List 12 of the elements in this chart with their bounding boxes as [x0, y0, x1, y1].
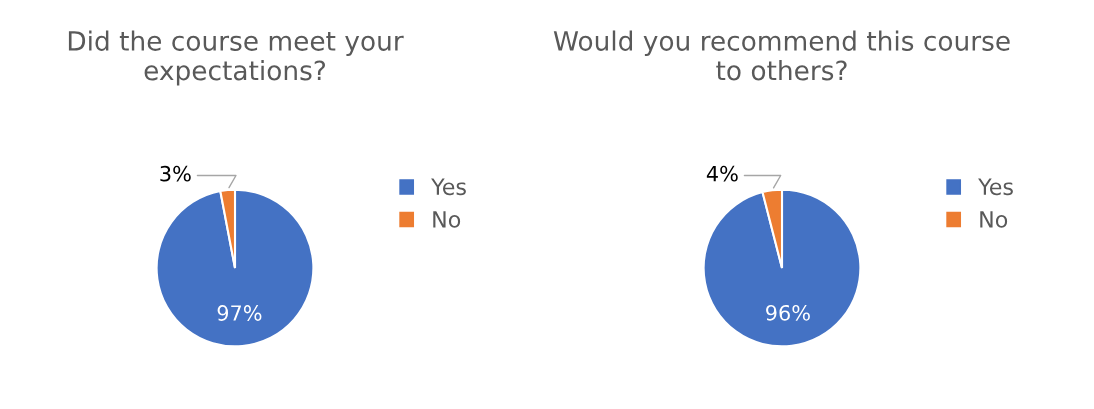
data-label: 4%: [706, 165, 738, 182]
legend-label: Yes: [978, 178, 1013, 196]
data-label: 96%: [766, 304, 810, 321]
legend-label: Yes: [431, 178, 466, 196]
legend-label: No: [980, 211, 1008, 228]
pie-slice: [155, 188, 315, 348]
pie-slice: [702, 188, 862, 348]
data-label: 97%: [217, 305, 262, 321]
chart-title: Would you recommend this course to others?: [553, 30, 1010, 81]
data-label: 3%: [160, 165, 191, 182]
legend-label: No: [433, 211, 461, 228]
chart-title: Did the course meet your expectations?: [68, 30, 404, 86]
